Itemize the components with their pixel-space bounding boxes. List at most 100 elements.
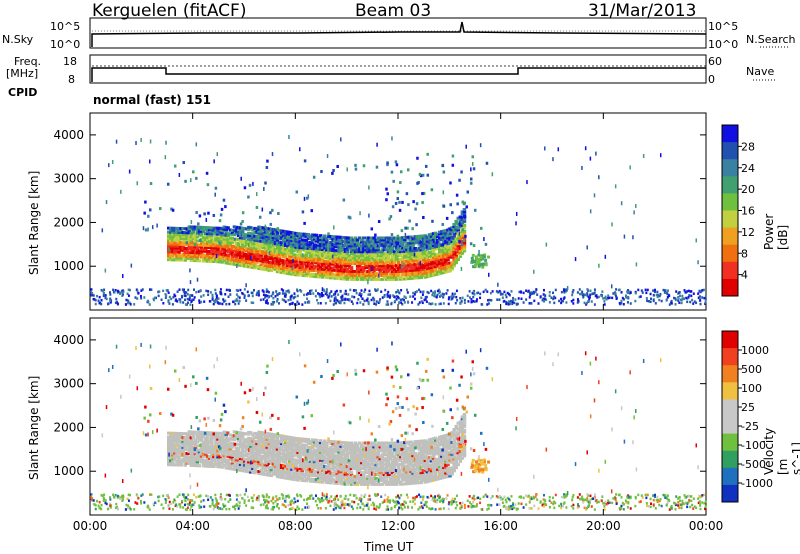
power-cell [530, 302, 533, 305]
power-cell [403, 265, 407, 269]
power-cell [279, 241, 284, 245]
power-cell [179, 248, 183, 252]
power-cell [368, 275, 372, 279]
power-cell [321, 263, 325, 267]
power-cell [377, 220, 381, 224]
power-cell [374, 238, 378, 242]
velocity-cell [238, 437, 243, 441]
velocity-cell [228, 463, 233, 467]
power-cell [187, 252, 192, 256]
power-cell [505, 300, 508, 304]
power-cell [199, 243, 204, 247]
power-cell [147, 299, 150, 303]
power-cell [222, 225, 226, 229]
power-cell [236, 245, 241, 249]
power-cell [446, 252, 450, 256]
power-cell [292, 263, 296, 267]
power-cell [318, 292, 321, 296]
power-cell [357, 266, 362, 270]
power-cell [290, 260, 294, 264]
power-cell [292, 235, 296, 239]
power-cell [298, 236, 302, 240]
power-cell [472, 299, 475, 303]
power-cell [253, 256, 257, 260]
power-cell [257, 289, 260, 293]
velocity-cell [306, 467, 311, 471]
power-cell [220, 240, 224, 244]
power-cell [458, 245, 463, 249]
power-cell [181, 248, 185, 252]
power-cell [423, 246, 428, 250]
power-cell [303, 159, 307, 163]
power-cell [382, 244, 387, 248]
power-cell [267, 227, 272, 231]
power-cell [423, 298, 426, 302]
velocity-cell [193, 430, 198, 434]
power-cell [425, 273, 430, 277]
power-cell [136, 181, 139, 186]
velocity-cell [265, 459, 270, 463]
velocity-cell [273, 455, 278, 459]
power-cell [333, 235, 337, 239]
velocity-cell [281, 458, 286, 462]
power-cell [417, 234, 422, 238]
velocity-cell [253, 469, 257, 473]
power-cell [552, 157, 554, 162]
power-cell [220, 248, 224, 252]
power-cell [210, 254, 214, 258]
power-cell [564, 290, 567, 293]
power-cell [232, 247, 237, 251]
power-cell [314, 239, 319, 243]
power-cell [364, 256, 368, 260]
power-cell [261, 267, 265, 271]
velocity-cell [261, 456, 265, 460]
power-cell [528, 296, 531, 299]
velocity-cell [271, 464, 276, 468]
power-cell [458, 215, 463, 219]
power-cell [187, 288, 190, 292]
power-cell [119, 292, 122, 295]
power-cell [520, 297, 523, 301]
velocity-cell [226, 464, 231, 468]
velocity-cell [290, 436, 294, 440]
power-cell [427, 254, 432, 258]
power-cell [251, 248, 255, 252]
power-cell [382, 268, 387, 272]
power-cell [372, 252, 376, 256]
power-cell [210, 234, 214, 238]
power-cell [341, 236, 346, 240]
power-cell [442, 293, 445, 296]
power-cell [212, 242, 216, 246]
velocity-cell [208, 433, 212, 437]
power-cell [436, 289, 439, 293]
power-cell [288, 254, 292, 258]
power-cell [431, 236, 436, 240]
power-cell [454, 245, 458, 249]
power-cell [343, 236, 348, 240]
power-cell [250, 301, 253, 304]
power-cell [190, 300, 193, 303]
power-cell [339, 267, 343, 271]
power-cell [366, 277, 370, 281]
velocity-cell [267, 434, 272, 438]
velocity-cell [277, 469, 282, 473]
velocity-cell [263, 455, 268, 459]
power-cell [273, 300, 276, 304]
velocity-cell [240, 449, 245, 453]
power-cell [173, 246, 177, 250]
velocity-cell [255, 432, 259, 436]
power-cell [396, 258, 401, 262]
power-cell [386, 268, 391, 272]
power-cell [242, 258, 247, 262]
velocity-cell [208, 447, 212, 451]
velocity-cell [214, 431, 218, 435]
power-cell [396, 260, 401, 264]
power-cell [388, 242, 393, 246]
power-cell [230, 250, 235, 254]
power-cell [353, 273, 358, 277]
nsky-tick-low: 10^0 [50, 38, 81, 51]
power-cell [281, 261, 286, 265]
power-cell [692, 292, 695, 295]
power-cell [243, 288, 246, 291]
velocity-cell [269, 466, 274, 470]
